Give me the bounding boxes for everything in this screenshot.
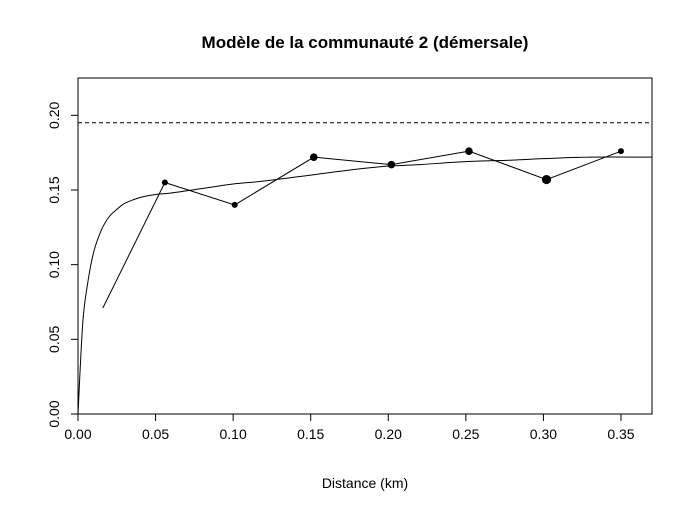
x-axis: 0.00 0.05 0.10 0.15 0.20 0.25 0.30 0.35 bbox=[64, 414, 635, 442]
chart-title: Modèle de la communauté 2 (démersale) bbox=[202, 33, 529, 52]
x-tick-label: 0.20 bbox=[375, 426, 402, 442]
plot-frame bbox=[77, 77, 653, 415]
data-point bbox=[617, 148, 624, 155]
data-point bbox=[465, 147, 473, 155]
x-tick-label: 0.05 bbox=[142, 426, 169, 442]
data-point bbox=[161, 179, 168, 186]
data-point bbox=[541, 174, 552, 185]
x-tick-label: 0.30 bbox=[530, 426, 557, 442]
y-tick-label: 0.05 bbox=[46, 325, 62, 352]
x-tick-label: 0.35 bbox=[607, 426, 634, 442]
y-tick-label: 0.15 bbox=[46, 176, 62, 203]
x-tick-label: 0.25 bbox=[452, 426, 479, 442]
x-tick-label: 0.15 bbox=[297, 426, 324, 442]
empirical-line bbox=[102, 150, 622, 309]
data-point bbox=[310, 153, 318, 161]
data-point bbox=[231, 201, 238, 208]
model-curve bbox=[77, 156, 653, 415]
y-tick-label: 0.20 bbox=[46, 101, 62, 128]
data-point bbox=[387, 160, 396, 169]
y-tick-label: 0.00 bbox=[46, 400, 62, 427]
y-axis: 0.00 0.05 0.10 0.15 0.20 bbox=[46, 101, 78, 428]
plot-content bbox=[77, 122, 653, 415]
y-tick-label: 0.10 bbox=[46, 251, 62, 278]
x-axis-label: Distance (km) bbox=[322, 475, 408, 491]
x-tick-label: 0.10 bbox=[220, 426, 247, 442]
x-tick-label: 0.00 bbox=[64, 426, 91, 442]
